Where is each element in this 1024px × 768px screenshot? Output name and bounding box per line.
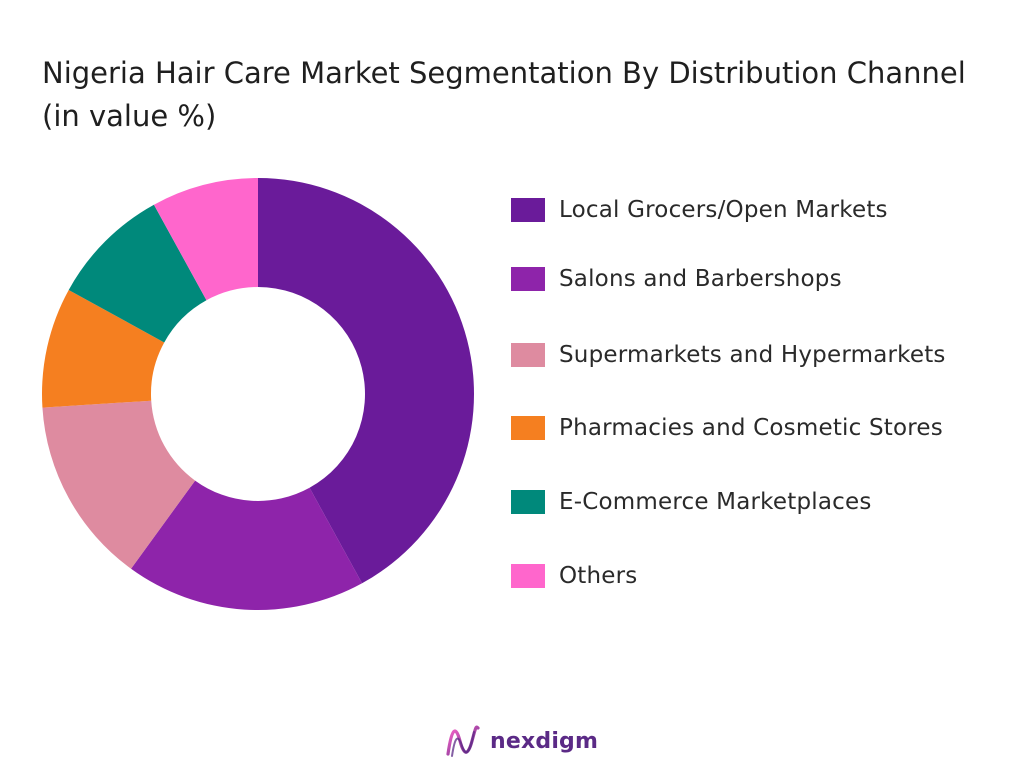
legend-item-others: Others (511, 558, 638, 594)
legend-swatch (511, 267, 545, 291)
legend-swatch (511, 490, 545, 514)
legend-item-e-commerce-marketplaces: E-Commerce Marketplaces (511, 484, 872, 520)
legend-label: Local Grocers/Open Markets (559, 197, 888, 223)
legend-swatch (511, 343, 545, 367)
donut-slice-local-grocers-open-markets (258, 178, 475, 584)
donut-slice-salons-and-barbershops (131, 480, 363, 610)
legend-label: Pharmacies and Cosmetic Stores (559, 415, 943, 441)
legend-swatch (511, 416, 545, 440)
donut-slice-e-commerce-marketplaces (68, 204, 207, 343)
donut-chart (42, 178, 475, 610)
legend-label: E-Commerce Marketplaces (559, 489, 872, 515)
legend-item-supermarkets-and-hypermarkets: Supermarkets and Hypermarkets (511, 337, 946, 373)
legend-item-salons-and-barbershops: Salons and Barbershops (511, 261, 842, 297)
legend-label: Others (559, 563, 638, 589)
legend-item-local-grocers-open-markets: Local Grocers/Open Markets (511, 192, 888, 228)
legend-label: Supermarkets and Hypermarkets (559, 342, 946, 368)
nexdigm-wave-logo-icon (446, 725, 480, 757)
brand-footer: nexdigm (444, 722, 598, 760)
brand-name: nexdigm (490, 728, 599, 754)
legend-item-pharmacies-and-cosmetic-stores: Pharmacies and Cosmetic Stores (511, 410, 943, 446)
legend-swatch (511, 564, 545, 588)
chart-title: Nigeria Hair Care Market Segmentation By… (42, 56, 966, 133)
donut-slice-supermarkets-and-hypermarkets (42, 400, 196, 569)
donut-slice-pharmacies-and-cosmetic-stores (42, 289, 165, 408)
donut-slice-others (153, 178, 258, 301)
legend-swatch (511, 198, 545, 222)
legend-label: Salons and Barbershops (559, 266, 842, 292)
